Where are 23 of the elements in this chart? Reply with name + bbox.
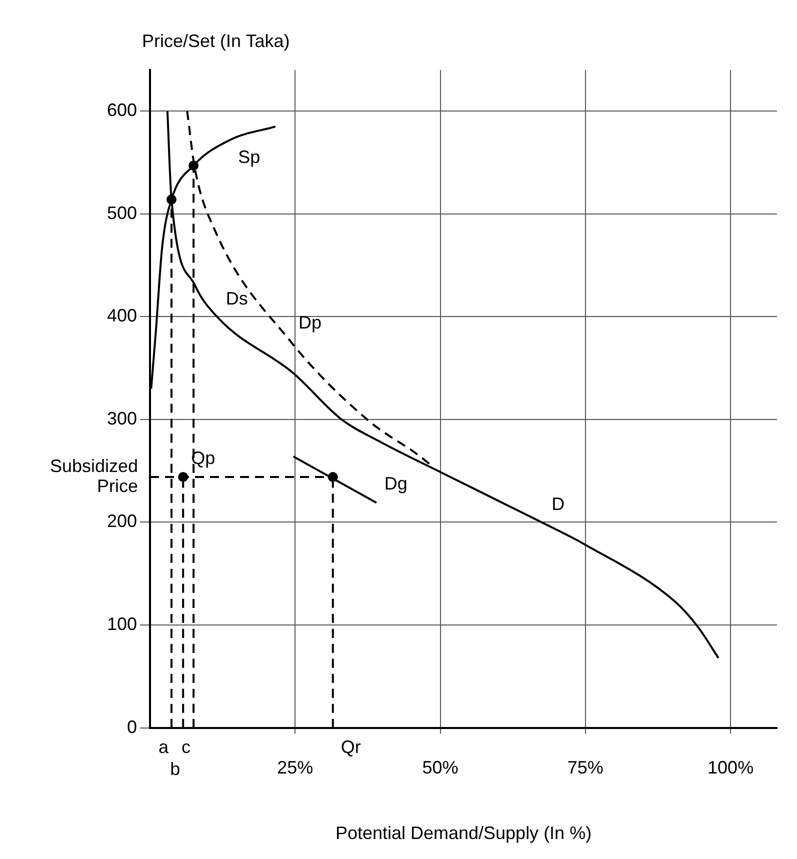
y-tick-label: 600 <box>106 100 137 120</box>
annotation: a <box>158 736 170 757</box>
x-tick-label: 100% <box>708 758 754 778</box>
annotation: Ds <box>226 288 248 309</box>
x-axis-title: Potential Demand/Supply (In %) <box>335 823 592 844</box>
annotation: Qr <box>340 736 361 757</box>
y-tick-label: 300 <box>106 408 137 428</box>
annotation: Dg <box>384 474 408 494</box>
annotation: b <box>170 758 180 779</box>
y-tick-label: 400 <box>106 306 137 326</box>
x-tick-label: 75% <box>567 758 604 778</box>
y-tick-label: 0 <box>126 716 137 737</box>
y-tick-label: 100 <box>106 614 137 634</box>
annotation: Sp <box>238 146 260 167</box>
y-axis-title: Price/Set (In Taka) <box>142 30 290 51</box>
y-tick-label: 200 <box>106 511 137 532</box>
annotation: Dp <box>298 312 322 332</box>
annotation: Subsidized Price <box>50 456 138 496</box>
annotation: D <box>552 494 565 514</box>
x-tick-label: 25% <box>277 758 314 778</box>
annotation: c <box>182 736 191 757</box>
x-tick-label: 50% <box>422 758 458 778</box>
y-tick-label: 500 <box>106 202 137 223</box>
